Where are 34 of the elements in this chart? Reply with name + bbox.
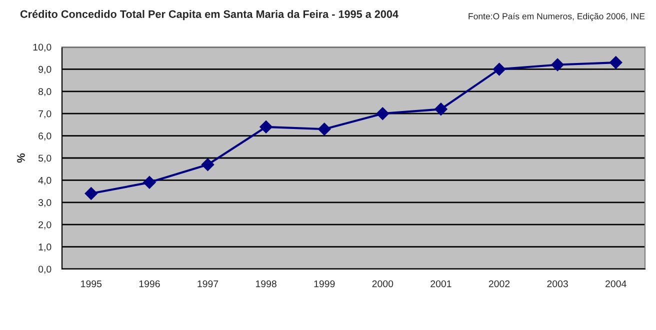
- y-tick-label: 8,0: [38, 88, 52, 96]
- x-tick-label: 1997: [198, 280, 218, 288]
- x-tick-label: 2000: [372, 280, 394, 288]
- y-tick-label: 5,0: [38, 154, 52, 163]
- source-note: Fonte:O País em Numeros, Edição 2006, INE: [468, 12, 645, 22]
- y-tick-label: 7,0: [38, 110, 52, 118]
- y-tick-label: 9,0: [38, 66, 52, 74]
- point: [376, 107, 390, 120]
- y-tick-label: 0,0: [38, 266, 52, 274]
- x-tick-label: 1995: [81, 280, 102, 288]
- y-axis-title: %: [17, 153, 25, 163]
- y-tick-label: 2,0: [38, 221, 52, 230]
- x-tick-label: 2004: [606, 280, 626, 288]
- y-tick-label: 6,0: [38, 132, 52, 141]
- x-tick-label: 2003: [547, 280, 568, 288]
- y-tick-label: 1,0: [38, 244, 52, 252]
- x-tick-label: 2001: [430, 280, 452, 288]
- point: [84, 187, 98, 200]
- y-tick-label: 4,0: [38, 176, 52, 185]
- point: [551, 58, 564, 72]
- point: [201, 158, 214, 172]
- point: [260, 120, 272, 134]
- x-tick-label: 1999: [314, 280, 335, 288]
- x-tick-label: 1996: [139, 280, 160, 288]
- x-tick-label: 1998: [256, 280, 276, 288]
- y-tick-label: 10,0: [33, 44, 52, 52]
- point: [143, 176, 156, 189]
- x-tick-label: 2002: [488, 280, 510, 288]
- y-tick-label: 3,0: [38, 199, 52, 208]
- point: [492, 62, 506, 76]
- point: [609, 56, 622, 69]
- chart-title: Crédito Concedido Total Per Capita em Santa Maria da Feira - 1995 a 2004: [20, 10, 398, 20]
- point: [434, 102, 448, 116]
- point: [318, 122, 331, 136]
